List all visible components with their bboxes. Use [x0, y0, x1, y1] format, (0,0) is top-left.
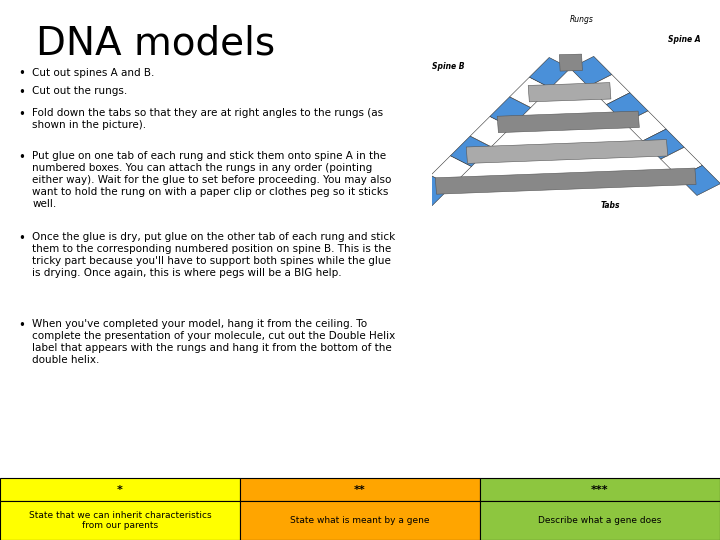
Text: Tabs: Tabs: [600, 201, 621, 210]
Polygon shape: [451, 136, 491, 166]
Polygon shape: [679, 165, 720, 195]
Bar: [480, 502, 720, 540]
Text: ***: ***: [591, 485, 609, 495]
Text: Cut out spines A and B.: Cut out spines A and B.: [32, 68, 155, 78]
Text: **: **: [354, 485, 366, 495]
Text: •: •: [18, 68, 25, 80]
Text: State that we can inherit characteristics
from our parents: State that we can inherit characteristic…: [29, 511, 211, 530]
Polygon shape: [470, 117, 511, 147]
Text: •: •: [18, 86, 25, 99]
Polygon shape: [559, 54, 582, 71]
Polygon shape: [606, 93, 648, 123]
Polygon shape: [588, 75, 630, 105]
Polygon shape: [643, 129, 684, 159]
Bar: [240, 478, 480, 502]
Bar: [0, 502, 240, 540]
Text: *: *: [117, 485, 123, 495]
Text: Describe what a gene does: Describe what a gene does: [539, 516, 662, 525]
Text: •: •: [18, 151, 25, 164]
Text: Spine B: Spine B: [432, 62, 464, 71]
Polygon shape: [528, 83, 611, 102]
Bar: [240, 502, 480, 540]
Polygon shape: [661, 147, 702, 177]
Text: Cut out the rungs.: Cut out the rungs.: [32, 86, 127, 97]
Polygon shape: [467, 139, 667, 164]
Text: •: •: [18, 232, 25, 245]
Text: Put glue on one tab of each rung and stick them onto spine A in the
numbered box: Put glue on one tab of each rung and sti…: [32, 151, 392, 209]
Polygon shape: [411, 176, 451, 206]
Polygon shape: [624, 111, 666, 141]
Bar: [0, 478, 240, 502]
Polygon shape: [529, 57, 570, 88]
Text: •: •: [18, 108, 25, 121]
Text: •: •: [18, 319, 25, 332]
Polygon shape: [570, 56, 612, 86]
Polygon shape: [498, 111, 639, 133]
Bar: [480, 478, 720, 502]
Text: Once the glue is dry, put glue on the other tab of each rung and stick
them to t: Once the glue is dry, put glue on the ot…: [32, 232, 396, 278]
Polygon shape: [510, 77, 551, 107]
Text: Rungs: Rungs: [570, 15, 594, 24]
Text: DNA models: DNA models: [36, 24, 275, 62]
Text: Fold down the tabs so that they are at right angles to the rungs (as
shown in th: Fold down the tabs so that they are at r…: [32, 108, 384, 130]
Text: When you've completed your model, hang it from the ceiling. To
complete the pres: When you've completed your model, hang i…: [32, 319, 396, 364]
Polygon shape: [436, 168, 696, 194]
Text: Spine A: Spine A: [668, 36, 701, 44]
Polygon shape: [490, 97, 531, 127]
Text: State what is meant by a gene: State what is meant by a gene: [290, 516, 430, 525]
Polygon shape: [431, 156, 472, 186]
